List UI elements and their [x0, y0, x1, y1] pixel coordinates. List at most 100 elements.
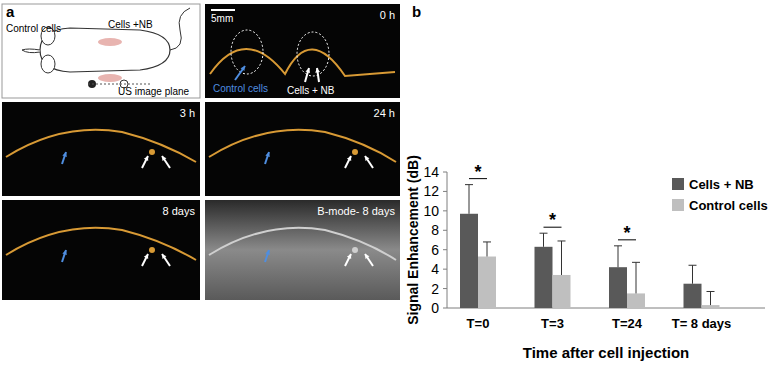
bar [627, 293, 645, 308]
significance-marker: * [549, 210, 556, 230]
arrow-shaft [62, 250, 66, 262]
arrow-head [315, 68, 320, 73]
y-axis-title: Signal Enhancement (dB) [405, 155, 421, 325]
legend: Cells + NB Control cells [672, 177, 768, 213]
error-line [487, 242, 488, 257]
scale-bar [211, 9, 235, 11]
arrow-head [265, 250, 270, 255]
error-line [561, 241, 562, 275]
arrow-shaft [265, 152, 269, 164]
time-label: B-mode- 8 days [317, 205, 395, 217]
y-tick-label: 4 [431, 261, 439, 277]
x-tick-label: T=0 [467, 316, 490, 331]
x-axis-title: Time after cell injection [523, 344, 689, 361]
error-cap [689, 265, 697, 266]
y-tick-label: 6 [431, 242, 439, 258]
schematic-label: Control cells [6, 23, 61, 34]
error-cap [707, 291, 715, 292]
arrow-head [162, 156, 166, 161]
error-bar [707, 291, 715, 305]
significance-marker: * [474, 162, 481, 182]
schematic-frame [2, 4, 200, 98]
legend-swatch [672, 178, 684, 190]
y-tick [443, 210, 447, 211]
arrow-shaft [142, 156, 148, 168]
error-bar [483, 242, 491, 257]
us-plane-line [88, 84, 150, 85]
error-cap [614, 245, 622, 246]
significance-marker: * [623, 223, 630, 243]
y-tick-label: 8 [431, 222, 439, 238]
scale-label: 5mm [211, 13, 233, 24]
error-bar [558, 241, 566, 275]
mouse-tail [170, 8, 190, 50]
us-image-bg [205, 102, 400, 196]
us-image: 5mmControl cellsCells + NB0 h [205, 4, 400, 98]
us-image-bg [2, 102, 200, 196]
arrow-head [305, 68, 310, 73]
arrow-shaft [235, 66, 245, 80]
arrow-head [62, 250, 67, 255]
legend-swatch [672, 199, 684, 211]
schematic-label: Cells +NB [108, 19, 153, 30]
us-image-bg [2, 200, 200, 300]
legend-label: Cells + NB [689, 177, 754, 192]
arrow-shaft [62, 152, 66, 164]
y-tick-label: 0 [431, 300, 439, 316]
arrow-head [162, 254, 166, 259]
arrow-head [265, 152, 270, 157]
arrow-head [365, 254, 369, 259]
arrow-shaft [142, 254, 148, 266]
y-tick [443, 172, 447, 173]
x-tick-label: T=24 [612, 316, 643, 331]
us-image-bg [205, 4, 400, 98]
echo-spot [149, 247, 155, 253]
error-cap [632, 262, 640, 263]
x-tick-label: T= 8 days [672, 316, 732, 331]
error-line [710, 291, 711, 305]
legend-label: Control cells [689, 198, 768, 213]
panel-label: b [412, 3, 421, 20]
bar [684, 284, 702, 308]
error-line [469, 185, 470, 214]
injection-area [98, 38, 122, 46]
figure-root: aControl cellsCells +NBUS image plane5mm… [0, 0, 780, 379]
cell-region [297, 32, 329, 76]
x-tick-label: T=3 [541, 316, 564, 331]
bar [460, 214, 478, 308]
error-line [636, 262, 637, 293]
arrow-head [365, 156, 369, 161]
y-tick-label: 12 [423, 183, 439, 199]
y-tick [443, 288, 447, 289]
mouse-drawing [22, 8, 190, 88]
error-bar [632, 262, 640, 293]
arrow-head [62, 152, 67, 157]
time-label: 24 h [374, 107, 395, 119]
panel-a: aControl cellsCells +NBUS image plane5mm… [2, 3, 400, 300]
tissue-echo [209, 130, 396, 162]
arrow-shaft [345, 156, 351, 168]
y-tick-label: 2 [431, 281, 439, 297]
arrow-shaft [162, 254, 170, 266]
echo-spot [149, 149, 155, 155]
error-bar [689, 265, 697, 283]
bar [478, 257, 496, 308]
y-tick [443, 308, 447, 309]
arrow-shaft [365, 156, 373, 168]
cell-region [231, 30, 263, 74]
us-image: 24 h [205, 102, 400, 196]
arrow-head [240, 66, 245, 71]
time-label: 0 h [380, 9, 395, 21]
y-axis [447, 172, 448, 308]
error-bar [465, 185, 473, 214]
arrow-shaft [345, 254, 351, 266]
arrow-head [347, 156, 351, 161]
bar [609, 267, 627, 308]
tissue-echo [209, 228, 396, 260]
arrow-head [144, 156, 148, 161]
panel-b: b02468101214Signal Enhancement (dB)T=0T=… [405, 3, 768, 361]
tissue-echo [6, 130, 196, 162]
error-cap [483, 241, 491, 242]
us-image: B-mode- 8 days [205, 200, 400, 300]
error-cap [465, 184, 473, 185]
